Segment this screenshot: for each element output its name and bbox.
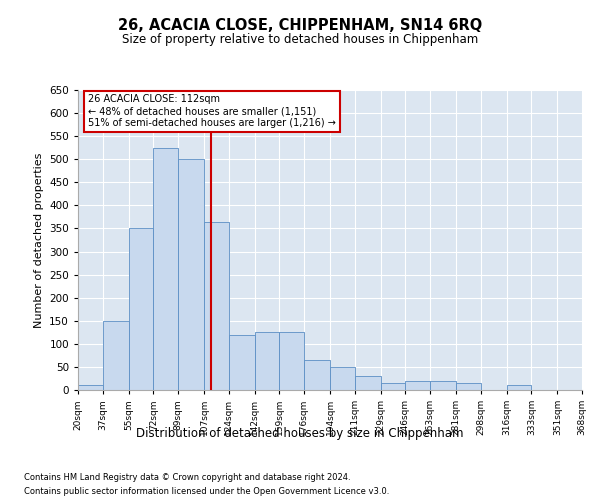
Bar (178, 159, 204, 390)
Text: 26, ACACIA CLOSE, CHIPPENHAM, SN14 6RQ: 26, ACACIA CLOSE, CHIPPENHAM, SN14 6RQ (118, 18, 482, 32)
Bar (506, 386, 532, 390)
Bar (355, 376, 380, 390)
Bar (254, 332, 280, 390)
Bar (280, 332, 304, 390)
Text: Size of property relative to detached houses in Chippenham: Size of property relative to detached ho… (122, 32, 478, 46)
Bar (128, 228, 154, 390)
Y-axis label: Number of detached properties: Number of detached properties (34, 152, 44, 328)
Text: Contains public sector information licensed under the Open Government Licence v3: Contains public sector information licen… (24, 488, 389, 496)
Bar (204, 222, 229, 390)
Bar (330, 367, 355, 390)
Bar (78, 386, 103, 390)
Bar (406, 381, 430, 390)
Bar (103, 321, 128, 390)
Bar (304, 360, 330, 390)
Text: 26 ACACIA CLOSE: 112sqm
← 48% of detached houses are smaller (1,151)
51% of semi: 26 ACACIA CLOSE: 112sqm ← 48% of detache… (88, 94, 336, 128)
Bar (380, 383, 406, 390)
Text: Contains HM Land Registry data © Crown copyright and database right 2024.: Contains HM Land Registry data © Crown c… (24, 472, 350, 482)
Bar (154, 148, 178, 390)
Text: Distribution of detached houses by size in Chippenham: Distribution of detached houses by size … (136, 428, 464, 440)
Bar (229, 334, 254, 390)
Bar (456, 383, 481, 390)
Bar (430, 381, 456, 390)
